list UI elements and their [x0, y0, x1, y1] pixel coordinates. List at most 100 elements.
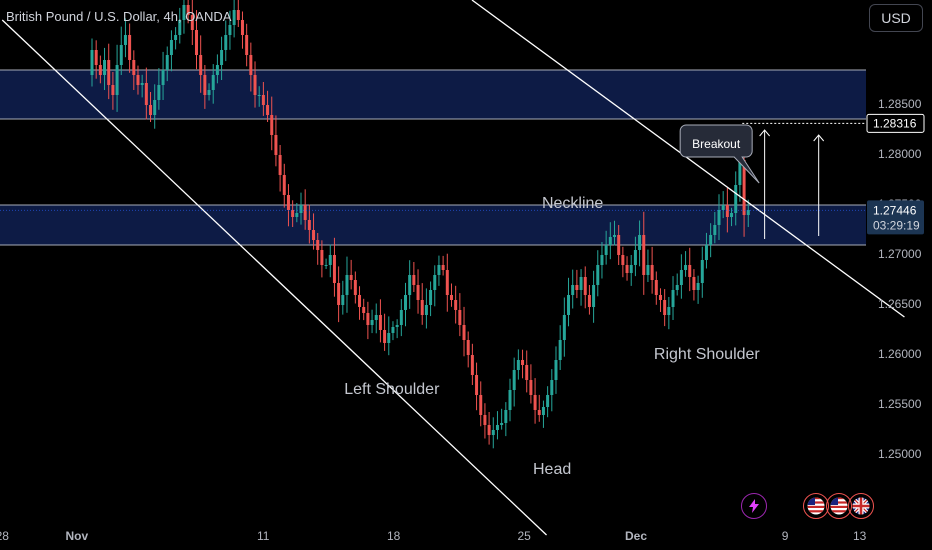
candle: [257, 86, 261, 107]
annotations-layer: Neckline Left Shoulder Head Right Shoulder B…: [344, 124, 760, 478]
candle: [203, 65, 207, 109]
candle: [391, 321, 395, 341]
candle-body: [295, 213, 299, 217]
candle-body: [207, 90, 211, 95]
candle: [178, 7, 182, 44]
candle-body: [316, 240, 320, 250]
candle-body: [725, 205, 729, 217]
candle-body: [504, 410, 508, 423]
candle: [617, 225, 621, 265]
candle: [161, 51, 165, 100]
candle: [437, 255, 441, 286]
candle-body: [178, 20, 182, 35]
candle-body: [529, 380, 533, 395]
candle: [253, 61, 257, 108]
candle-body: [596, 265, 600, 285]
candle: [579, 269, 583, 306]
candle: [721, 191, 725, 219]
candle: [470, 343, 474, 385]
candle-body: [613, 235, 616, 237]
time-axis[interactable]: 28 Nov 11 18 25 Dec 9 13: [0, 529, 867, 543]
candle-body: [684, 265, 688, 270]
candle: [378, 299, 382, 343]
breakout-callout[interactable]: Breakout: [679, 124, 760, 184]
candle: [667, 297, 671, 330]
candle-body: [270, 115, 274, 135]
candle: [387, 316, 391, 356]
candle-body: [404, 295, 407, 310]
projection-arrow-left[interactable]: [759, 129, 771, 239]
candle: [684, 251, 688, 277]
candle-body: [115, 65, 119, 95]
candle: [675, 273, 679, 296]
candle-body: [692, 277, 696, 290]
candle: [236, 0, 240, 27]
candle: [700, 246, 704, 298]
candle: [479, 381, 483, 427]
candle-body: [98, 65, 102, 75]
candle-body: [249, 55, 253, 75]
candle: [424, 288, 428, 329]
annotation-label: Left Shoulder: [344, 381, 440, 398]
candle-body: [119, 45, 123, 65]
candle-body: [353, 280, 357, 295]
annotation-label: Neckline: [542, 195, 603, 212]
symbol-title[interactable]: British Pound / U.S. Dollar, 4h, OANDA: [6, 9, 232, 24]
candle: [345, 256, 349, 313]
candle: [734, 171, 738, 226]
candle: [458, 293, 462, 337]
trendline-1[interactable]: [1, 19, 547, 536]
candle: [521, 349, 525, 379]
candle-body: [332, 255, 336, 283]
candle: [119, 26, 123, 75]
target-price-label[interactable]: 1.28316: [866, 113, 925, 133]
price-axis[interactable]: 1.285001.280001.275001.270001.265001.260…: [866, 97, 925, 461]
candle-body: [224, 35, 228, 50]
candle-body: [345, 275, 349, 295]
candle-body: [633, 250, 637, 265]
candle-body: [429, 290, 433, 305]
lightning-icon[interactable]: [741, 493, 767, 519]
neckline-zone[interactable]: [0, 205, 866, 245]
candle-body: [512, 370, 516, 390]
candle: [261, 82, 265, 116]
candle-body: [149, 105, 153, 115]
candle: [441, 255, 445, 276]
candle-body: [587, 295, 591, 307]
candle-body: [236, 10, 240, 20]
uk-flag-icon[interactable]: [848, 493, 874, 519]
trendline-2[interactable]: [471, 0, 905, 318]
breakout-label: Breakout: [692, 137, 741, 151]
candle: [725, 187, 729, 233]
candle-body: [320, 250, 324, 265]
candle: [491, 417, 495, 449]
candle-body: [525, 365, 529, 380]
candle: [663, 289, 667, 327]
candle-body: [479, 395, 483, 415]
candle: [638, 220, 642, 267]
us-flag-icon[interactable]: [826, 493, 852, 519]
candle: [571, 269, 575, 309]
supply-zone[interactable]: [0, 70, 866, 119]
candle-body: [165, 55, 169, 70]
candle-body: [495, 425, 499, 430]
price-tick-label: 1.26500: [878, 297, 922, 311]
projection-arrow-right[interactable]: [813, 134, 825, 236]
candle: [629, 255, 633, 286]
candle-body: [642, 235, 646, 275]
candle: [370, 309, 374, 334]
candle: [483, 403, 487, 439]
candle-body: [420, 300, 424, 315]
candle-body: [286, 195, 290, 210]
currency-button[interactable]: USD: [869, 4, 923, 32]
candle-body: [303, 205, 307, 220]
candle-body: [621, 255, 625, 265]
candle: [240, 11, 244, 49]
candle-body: [370, 320, 374, 325]
candle-body: [324, 265, 328, 266]
candle: [454, 285, 458, 324]
candle-body: [266, 105, 270, 115]
candle: [266, 90, 270, 122]
